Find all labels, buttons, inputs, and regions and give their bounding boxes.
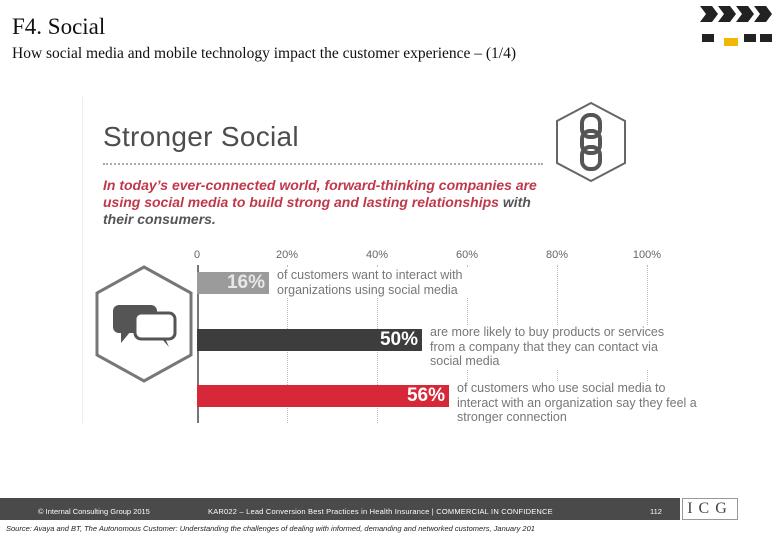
bar-description: of customers who use social media to int… <box>455 381 702 423</box>
axis-tick-label: 20% <box>275 249 299 261</box>
slide-title: F4. Social <box>12 14 106 39</box>
bar: 56% <box>197 385 449 407</box>
chain-link-icon <box>556 101 626 183</box>
icg-brand: ICG <box>682 498 738 520</box>
chat-bubbles-icon <box>95 265 193 383</box>
bar: 16% <box>197 272 269 294</box>
bar-value-label: 16% <box>226 272 265 293</box>
intro-highlight: In today’s ever-connected world, forward… <box>103 177 537 210</box>
axis-tick-label: 0 <box>193 249 201 261</box>
intro-end: with their consumers. <box>103 194 531 227</box>
bar-description: of customers want to interact with organ… <box>275 268 539 297</box>
axis-tick-label: 100% <box>632 249 662 261</box>
bar: 50% <box>197 329 422 351</box>
infographic-intro: In today’s ever-connected world, forward… <box>103 177 563 228</box>
source-note: Source: Avaya and BT, The Autonomous Cus… <box>6 524 535 533</box>
stronger-social-infographic: Stronger Social In today’s ever-connecte… <box>82 97 705 423</box>
axis-tick-label: 80% <box>545 249 569 261</box>
bar-value-label: 50% <box>379 329 418 350</box>
divider <box>103 163 543 165</box>
footer-document: KAR022 – Lead Conversion Best Practices … <box>204 505 557 518</box>
footer-copyright: © Internal Consulting Group 2015 <box>34 505 154 518</box>
company-logo <box>700 6 772 46</box>
infographic-heading: Stronger Social <box>103 121 299 152</box>
axis-tick-label: 60% <box>455 249 479 261</box>
slide-subtitle: How social media and mobile technology i… <box>12 45 517 62</box>
axis-tick-label: 40% <box>365 249 389 261</box>
page-number: 112 <box>646 505 666 518</box>
bar-description: are more likely to buy products or servi… <box>428 325 692 369</box>
bar-value-label: 56% <box>406 385 445 406</box>
